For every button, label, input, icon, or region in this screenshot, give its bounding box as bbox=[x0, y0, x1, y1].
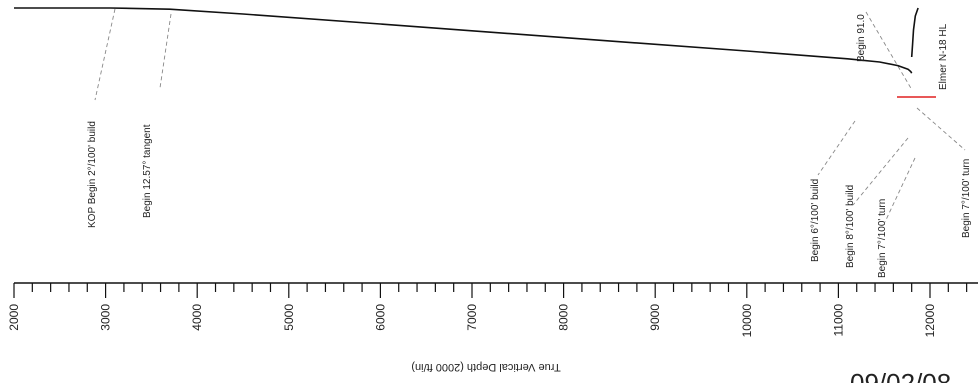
annotation-tangent: Begin 12.57° tangent bbox=[142, 124, 153, 218]
annotation-turn-7-left: Begin 7°/100' turn bbox=[877, 199, 888, 278]
annotation-group: KOP Begin 2°/100' build Begin 12.57° tan… bbox=[87, 14, 972, 278]
leader-turn-7-left bbox=[884, 157, 916, 223]
leader-tangent bbox=[159, 13, 172, 89]
tick-label-9000: 9000 bbox=[648, 304, 662, 331]
series-line-1 bbox=[910, 7, 919, 58]
tick-label-4000: 4000 bbox=[190, 304, 204, 331]
tick-label-11000: 11000 bbox=[831, 304, 845, 337]
tick-label-2000: 2000 bbox=[7, 304, 21, 331]
tick-label-10000: 10000 bbox=[740, 304, 754, 338]
leader-lines bbox=[94, 8, 966, 223]
series-line-0 bbox=[14, 7, 913, 74]
x-axis-tick-labels: 2000 3000 4000 5000 6000 7000 8000 9000 10000 110… bbox=[7, 304, 937, 338]
leader-begin-91 bbox=[865, 11, 913, 91]
x-axis: 2000 3000 4000 5000 6000 7000 8000 9000 10000 110… bbox=[7, 282, 978, 338]
x-axis-ticks bbox=[13, 283, 968, 298]
annotation-build-8: Begin 8°/100' build bbox=[845, 185, 856, 268]
date-stamp: 09/02/08 bbox=[850, 368, 951, 383]
annotation-turn-7-right: Begin 7°/100' turn bbox=[961, 159, 972, 238]
tick-label-5000: 5000 bbox=[282, 304, 296, 331]
leader-turn-7-right bbox=[916, 107, 966, 151]
leader-build-6 bbox=[817, 120, 856, 176]
tick-label-7000: 7000 bbox=[465, 304, 479, 331]
x-axis-title: True Vertical Depth (2000 ft/in) bbox=[411, 361, 560, 373]
annotation-kop: KOP Begin 2°/100' build bbox=[87, 121, 98, 228]
series-group bbox=[14, 7, 919, 74]
annotation-well-name: Elmer N-18 HL bbox=[938, 23, 949, 90]
tick-label-12000: 12000 bbox=[923, 304, 937, 338]
tick-label-3000: 3000 bbox=[99, 304, 113, 331]
annotation-build-6: Begin 6°/100' build bbox=[810, 179, 821, 262]
tick-label-8000: 8000 bbox=[557, 304, 571, 331]
tick-label-6000: 6000 bbox=[373, 304, 387, 331]
leader-kop bbox=[94, 8, 116, 101]
annotation-begin-91: Begin 91.0 bbox=[856, 14, 867, 62]
leader-build-8 bbox=[852, 137, 909, 206]
